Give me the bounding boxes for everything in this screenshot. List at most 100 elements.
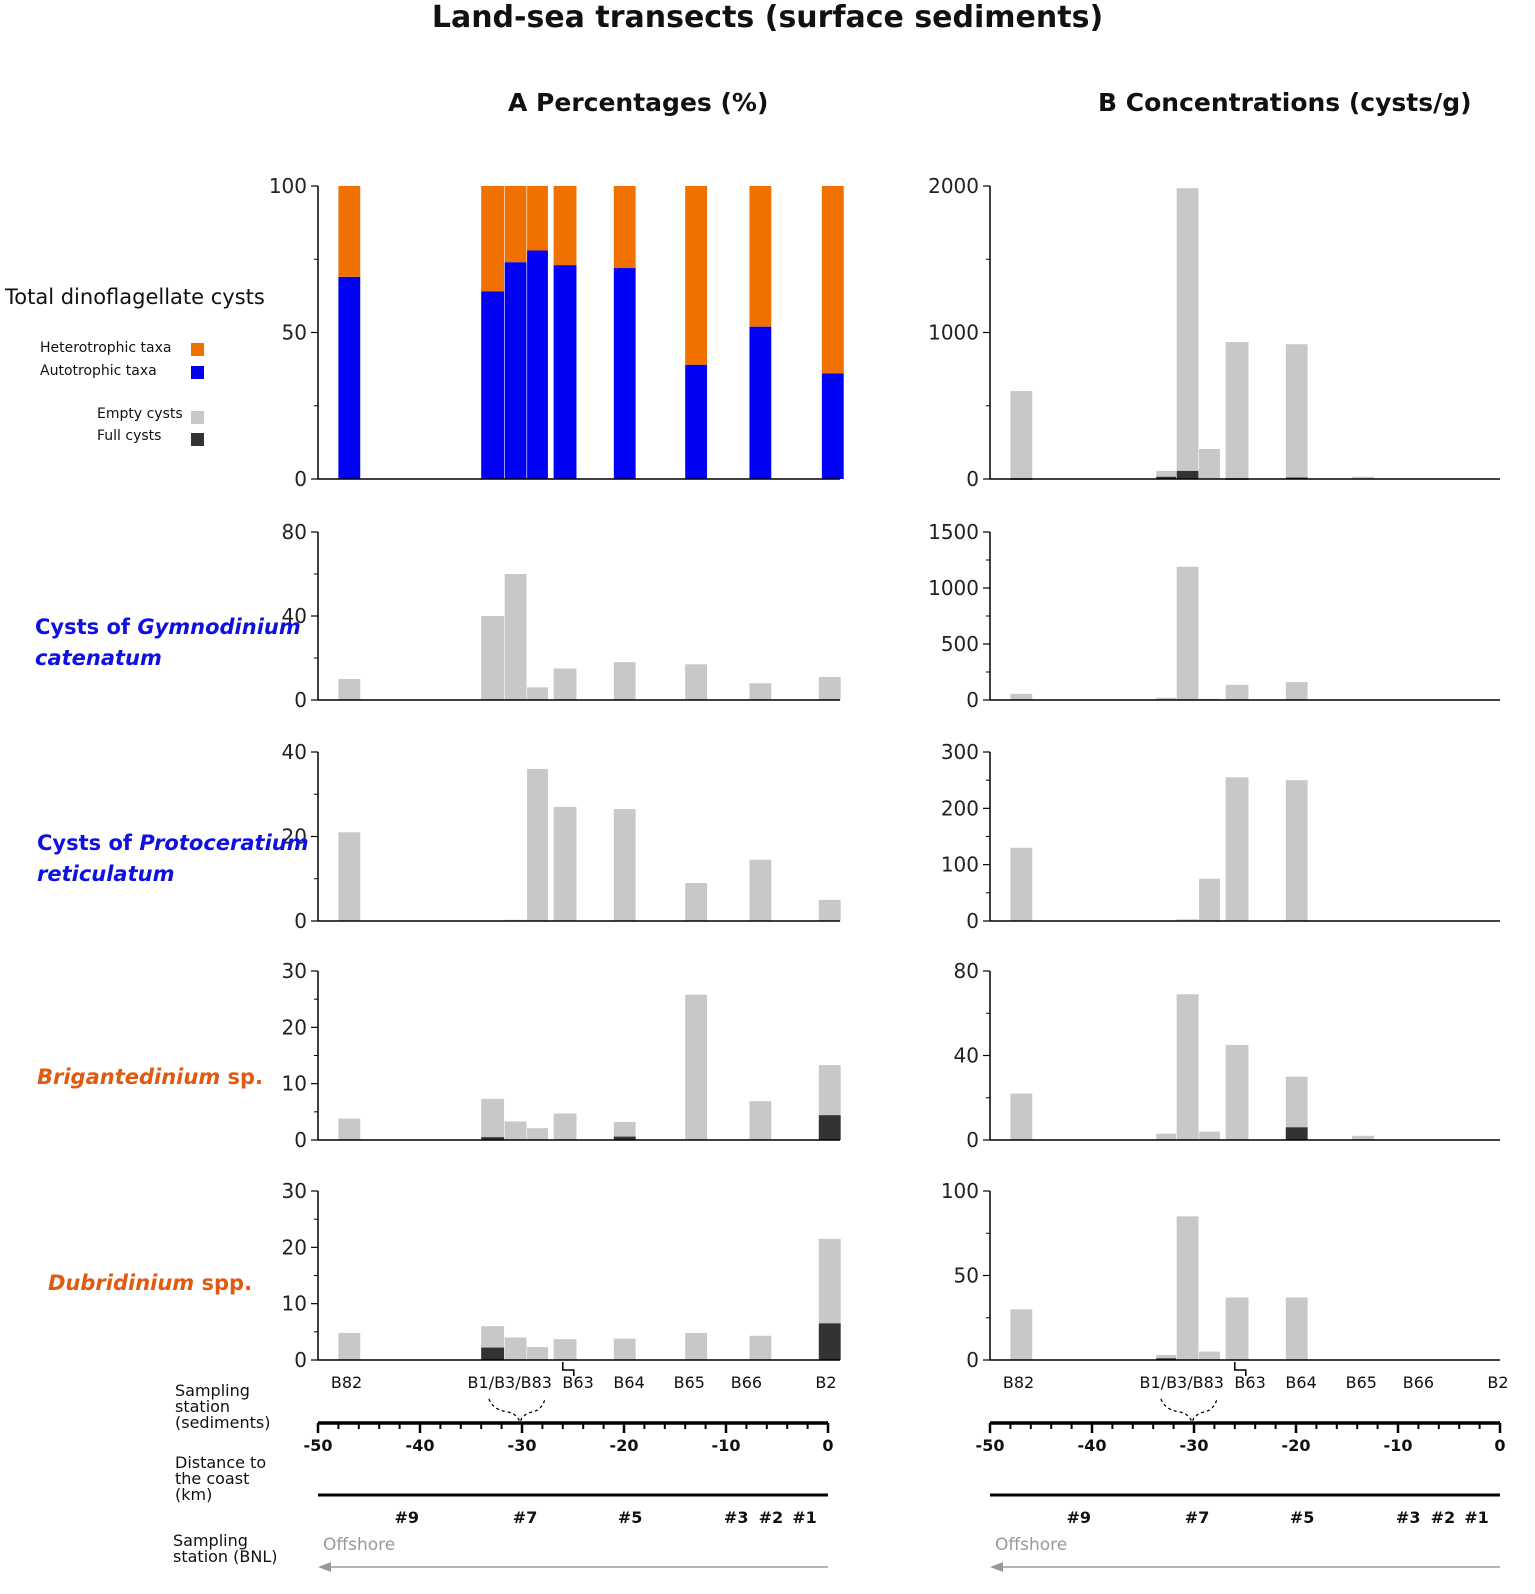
distance-tick-label: -10 <box>1384 1436 1413 1455</box>
bar-a2-empty-3 <box>553 806 577 921</box>
bar-a0-heterotrophic-2 <box>504 186 527 263</box>
station-label: B2 <box>1487 1373 1508 1392</box>
bar-a2-empty-2 <box>527 768 548 921</box>
bnl-station-label: #7 <box>1185 1508 1210 1527</box>
bar-a0-heterotrophic-3 <box>527 186 548 251</box>
y-tick-label-b4: 0 <box>966 1348 979 1372</box>
y-tick-label-b4: 50 <box>954 1264 979 1288</box>
bar-b4-full-1 <box>1156 1358 1177 1360</box>
distance-tick-label: -20 <box>610 1436 639 1455</box>
ss-line-2: station <box>175 1397 231 1416</box>
bar-a4-empty-6 <box>685 1332 708 1360</box>
legend-autotrophic-swatch <box>191 366 204 379</box>
bar-b0-full-1 <box>1156 476 1177 479</box>
bar-a2-empty-0 <box>338 832 361 921</box>
station-label: B1/B3/B83 <box>1140 1373 1224 1392</box>
station-label: B64 <box>1285 1373 1316 1392</box>
distance-tick-label: -40 <box>1078 1436 1107 1455</box>
gym-genus: Gymnodinium <box>137 615 301 639</box>
bar-b3-empty-2 <box>1176 994 1199 1140</box>
y-tick-label-b2: 200 <box>941 796 979 820</box>
y-tick-label-b3: 80 <box>954 959 979 983</box>
bar-a0-heterotrophic-6 <box>685 186 708 365</box>
proto-prefix: Cysts of <box>37 831 140 855</box>
bar-b4-empty-5 <box>1285 1297 1308 1360</box>
row-label-gymnodinium: Cysts of Gymnodinium catenatum <box>35 612 301 674</box>
y-tick-label-b4: 100 <box>941 1179 979 1203</box>
bar-b4-empty-4 <box>1225 1297 1249 1360</box>
bar-a4-empty-5 <box>613 1338 636 1360</box>
bar-a1-empty-3 <box>527 687 548 700</box>
bar-a1-empty-2 <box>504 574 527 700</box>
bar-a3-full-8 <box>818 1115 841 1140</box>
bar-a0-heterotrophic-1 <box>481 186 505 292</box>
legend-empty-swatch <box>191 411 204 424</box>
y-tick-label-a0: 100 <box>269 174 307 198</box>
bar-a3-empty-7 <box>749 1101 772 1140</box>
bar-b3-empty-1 <box>1156 1133 1177 1140</box>
bar-a4-full-1 <box>481 1347 505 1360</box>
b63-bracket <box>1234 1362 1247 1376</box>
proto-species: reticulatum <box>37 862 175 886</box>
legend-full-swatch <box>191 433 204 446</box>
bnl-station-label: #2 <box>1431 1508 1456 1527</box>
bnl-line-1: Sampling <box>173 1531 248 1550</box>
bar-a3-empty-3 <box>527 1128 548 1140</box>
y-tick-label-a3: 30 <box>282 959 307 983</box>
distance-tick-label: -20 <box>1282 1436 1311 1455</box>
row-label-dubridinium: Dubridinium spp. <box>48 1268 252 1299</box>
ss-line-1: Sampling <box>175 1381 250 1400</box>
distance-tick-label: 0 <box>1494 1436 1505 1455</box>
distance-tick-label: -10 <box>712 1436 741 1455</box>
legend-autotrophic-label: Autotrophic taxa <box>40 363 157 379</box>
bar-a2-empty-6 <box>749 859 772 921</box>
dist-line-1: Distance to <box>175 1453 267 1472</box>
bar-a0-heterotrophic-0 <box>338 186 361 277</box>
bar-a2-empty-7 <box>818 899 841 921</box>
bar-b4-empty-3 <box>1199 1351 1220 1360</box>
y-tick-label-a3: 10 <box>282 1072 307 1096</box>
bnl-station-label: #9 <box>1066 1508 1091 1527</box>
bar-a0-heterotrophic-4 <box>553 186 577 266</box>
bar-a4-empty-0 <box>338 1332 361 1360</box>
y-tick-label-b2: 0 <box>966 909 979 933</box>
y-tick-label-b1: 1000 <box>928 576 979 600</box>
bar-b3-full-5 <box>1285 1127 1308 1140</box>
y-tick-label-a3: 0 <box>294 1128 307 1152</box>
distance-tick-label: -30 <box>508 1436 537 1455</box>
bnl-station-label: #3 <box>1396 1508 1421 1527</box>
bar-b3-empty-4 <box>1225 1044 1249 1140</box>
bar-b0-empty-0 <box>1010 391 1033 479</box>
bar-a0-autotrophic-1 <box>481 291 505 479</box>
distance-tick-label: -40 <box>406 1436 435 1455</box>
y-tick-label-a1: 80 <box>282 520 307 544</box>
legend-full-label: Full cysts <box>97 428 162 444</box>
bar-a3-full-1 <box>481 1137 505 1140</box>
y-tick-label-a0: 0 <box>294 467 307 491</box>
offshore-label: Offshore <box>323 1535 395 1555</box>
bnl-line-2: station (BNL) <box>173 1547 278 1566</box>
bar-a1-empty-1 <box>481 616 505 700</box>
y-tick-label-a2: 40 <box>282 740 307 764</box>
y-tick-label-a2: 0 <box>294 909 307 933</box>
figure-title: Land-sea transects (surface sediments) <box>431 0 1104 35</box>
y-tick-label-b0: 0 <box>966 467 979 491</box>
bar-a3-empty-6 <box>685 994 708 1140</box>
bar-b0-empty-5 <box>1285 344 1308 479</box>
bnl-station-label: #1 <box>792 1508 817 1527</box>
bar-a1-empty-0 <box>338 679 361 700</box>
y-tick-label-b1: 0 <box>966 688 979 712</box>
offshore-arrow-head <box>318 1562 331 1572</box>
station-label: B64 <box>613 1373 644 1392</box>
bar-b1-empty-4 <box>1225 684 1249 700</box>
panel-a-title: A Percentages (%) <box>508 88 769 117</box>
station-label: B66 <box>1403 1373 1434 1392</box>
bar-a0-autotrophic-6 <box>685 364 708 479</box>
dub-genus: Dubridinium <box>48 1271 195 1295</box>
bar-b3-empty-0 <box>1010 1093 1033 1140</box>
dist-line-2: the coast <box>175 1469 250 1488</box>
bar-a0-heterotrophic-7 <box>749 186 772 327</box>
row-label-total: Total dinoflagellate cysts <box>5 285 265 309</box>
bar-a3-empty-0 <box>338 1118 361 1140</box>
legend-heterotrophic-label: Heterotrophic taxa <box>40 340 172 356</box>
